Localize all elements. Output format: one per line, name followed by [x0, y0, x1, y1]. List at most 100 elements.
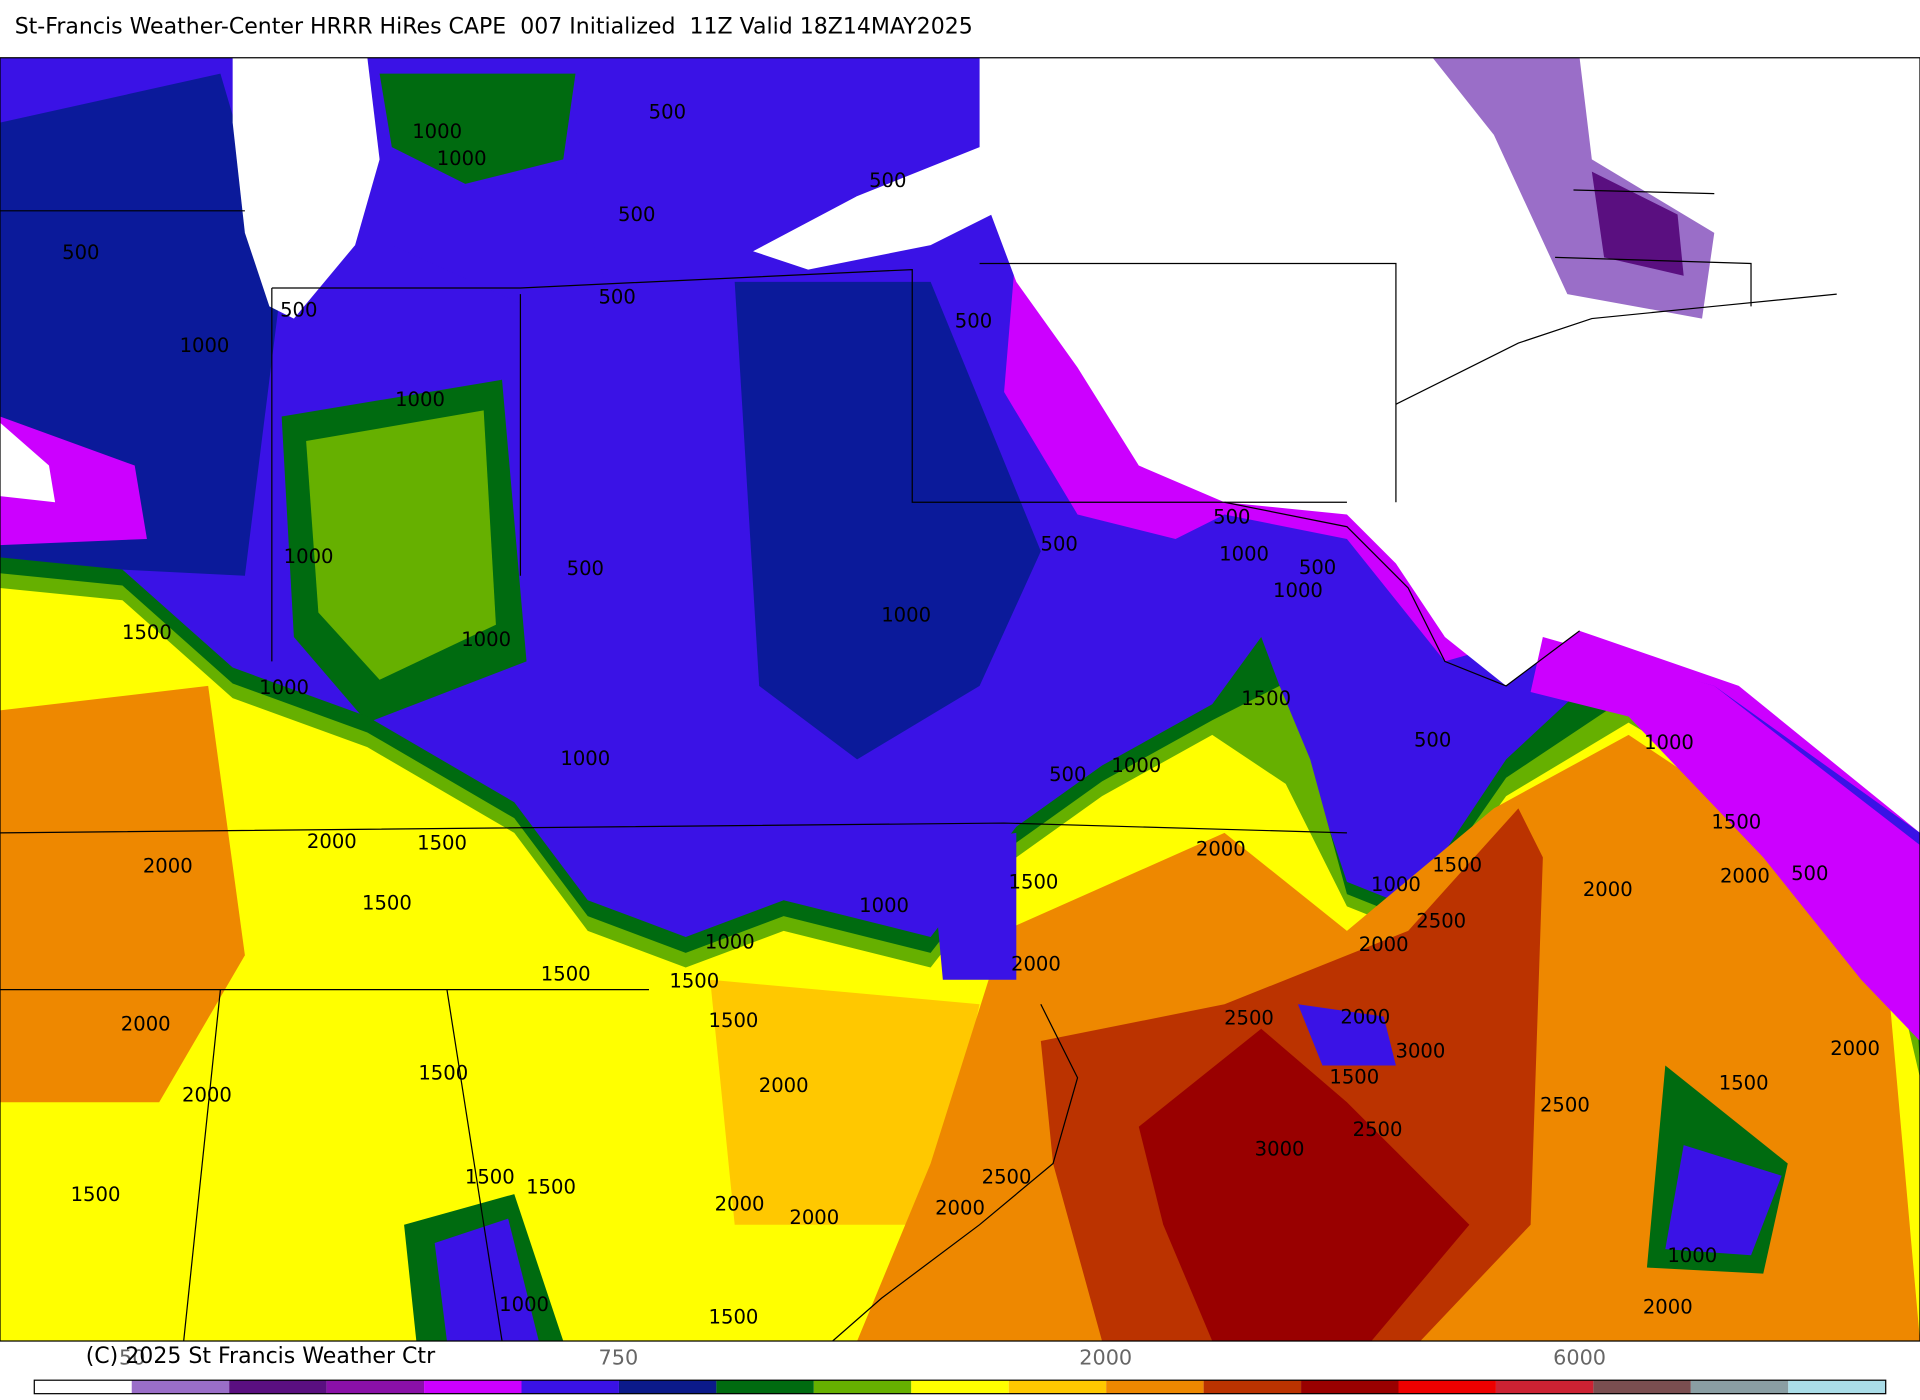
lake: [753, 147, 1066, 270]
contour-label: 2000: [759, 1074, 809, 1097]
contour-label: 2000: [1720, 864, 1770, 887]
contour-label: 2000: [1011, 953, 1061, 976]
colorbar-segment: [1301, 1380, 1399, 1394]
contour-label: 2500: [1224, 1006, 1274, 1029]
contour-label: 2500: [1540, 1093, 1590, 1116]
contour-label: 1000: [259, 676, 309, 699]
colorbar-segment: [1398, 1380, 1496, 1394]
contour-label: 500: [1299, 556, 1336, 579]
contour-label: 1000: [1111, 754, 1161, 777]
boundary: [271, 268, 1347, 503]
colorbar-segment: [1495, 1380, 1594, 1394]
lake: [0, 422, 56, 503]
contour-label: 1000: [437, 147, 487, 170]
contour-label: 500: [618, 203, 655, 226]
contour-label: 500: [1040, 533, 1077, 556]
contour-label: 500: [1049, 763, 1086, 786]
cape-field: [734, 281, 1041, 760]
colorbar-segment: [1593, 1380, 1691, 1394]
colorbar-segment: [326, 1380, 425, 1394]
map-frame: [0, 57, 1920, 1342]
contour-label: 1000: [395, 388, 445, 411]
colorbar-segment: [521, 1380, 619, 1394]
colorbar-segment: [1106, 1380, 1204, 1394]
cape-field: [434, 1218, 539, 1342]
colorbar-segment: [716, 1380, 814, 1394]
contour-label: 3000: [1255, 1138, 1305, 1161]
colorbar-label: 2000: [1079, 1345, 1132, 1369]
contour-label: 1500: [709, 1305, 759, 1328]
colorbar-segment: [1788, 1380, 1886, 1394]
contour-label: 2000: [307, 830, 357, 853]
cape-field: [379, 73, 576, 184]
cape-field: [1530, 636, 1920, 1042]
copyright: (C) 2025 St Francis Weather Ctr: [86, 1344, 436, 1369]
contour-label: 1000: [881, 604, 931, 627]
contour-label: 1500: [122, 621, 172, 644]
contour-label: 1000: [705, 931, 755, 954]
contour-label: 1000: [1644, 731, 1694, 754]
lake: [232, 57, 380, 319]
boundary: [0, 822, 1347, 834]
contour-label: 1000: [284, 545, 334, 568]
coastline: [1224, 501, 1580, 687]
contour-label: 1500: [418, 1062, 468, 1085]
contour-label: 2000: [715, 1193, 765, 1216]
contour-label: 1500: [709, 1009, 759, 1032]
contour-label: 500: [1213, 506, 1250, 529]
boundary: [1573, 189, 1715, 195]
cape-field: [1591, 171, 1684, 276]
contour-label: 1000: [560, 747, 610, 770]
boundary: [979, 262, 1397, 503]
contour-label: 2500: [982, 1166, 1032, 1189]
colorbar-segment: [1203, 1380, 1302, 1394]
contour-label: 1500: [526, 1175, 576, 1198]
colorbar-segment: [229, 1380, 327, 1394]
contour-label: 1000: [461, 628, 511, 651]
contour-label: 2000: [1340, 1005, 1390, 1028]
contour-label: 1500: [1329, 1065, 1379, 1088]
contour-label: 1500: [1711, 811, 1761, 834]
contour-label: 1000: [859, 894, 909, 917]
contour-label: 2000: [1196, 837, 1246, 860]
map: 1000 1000 500 500 500 500 500 500 500 1000 1000 100…: [0, 57, 1920, 1342]
contour-label: 1500: [1432, 853, 1482, 876]
contour-label: 2000: [935, 1196, 985, 1219]
cape-field: [0, 685, 245, 1103]
colorbar-segment: [34, 1380, 132, 1394]
contour-label: 1500: [71, 1183, 121, 1206]
colorbar-label: 750: [599, 1345, 639, 1369]
contour-label: 500: [1791, 862, 1828, 885]
contour-label: 1000: [499, 1293, 549, 1316]
contour-label: 1000: [1219, 542, 1269, 565]
colorbar-label: 6000: [1553, 1345, 1606, 1369]
title: St-Francis Weather-Center HRRR HiRes CAP…: [15, 14, 973, 39]
cape-field: [710, 979, 980, 1225]
boundary: [1555, 256, 1752, 307]
contour-label: 2000: [1830, 1037, 1880, 1060]
colorbar-frame: [33, 1379, 1887, 1395]
contour-label: 500: [1414, 729, 1451, 752]
coastline: [1395, 293, 1837, 405]
contour-label: 1500: [669, 970, 719, 993]
colorbar-segment: [813, 1380, 912, 1394]
contour-label: 500: [567, 557, 604, 580]
contour-label: 1500: [417, 831, 467, 854]
contour-label: 3000: [1395, 1040, 1445, 1063]
contour-label: 1500: [1719, 1071, 1769, 1094]
cape-field: [1665, 1145, 1782, 1256]
colorbar-segment: [1008, 1380, 1107, 1394]
contour-label: 1500: [465, 1166, 515, 1189]
cape-field: [0, 416, 147, 546]
contour-label: 2000: [1643, 1295, 1693, 1318]
cape-field: [930, 832, 1017, 980]
colorbar-segment: [424, 1380, 522, 1394]
contour-label: 1500: [362, 891, 412, 914]
contour-label: 1500: [541, 962, 591, 985]
contour-label: 500: [598, 285, 635, 308]
contour-label: 2000: [1359, 933, 1409, 956]
contour-label: 2500: [1353, 1118, 1403, 1141]
colorbar-segment: [1690, 1380, 1789, 1394]
